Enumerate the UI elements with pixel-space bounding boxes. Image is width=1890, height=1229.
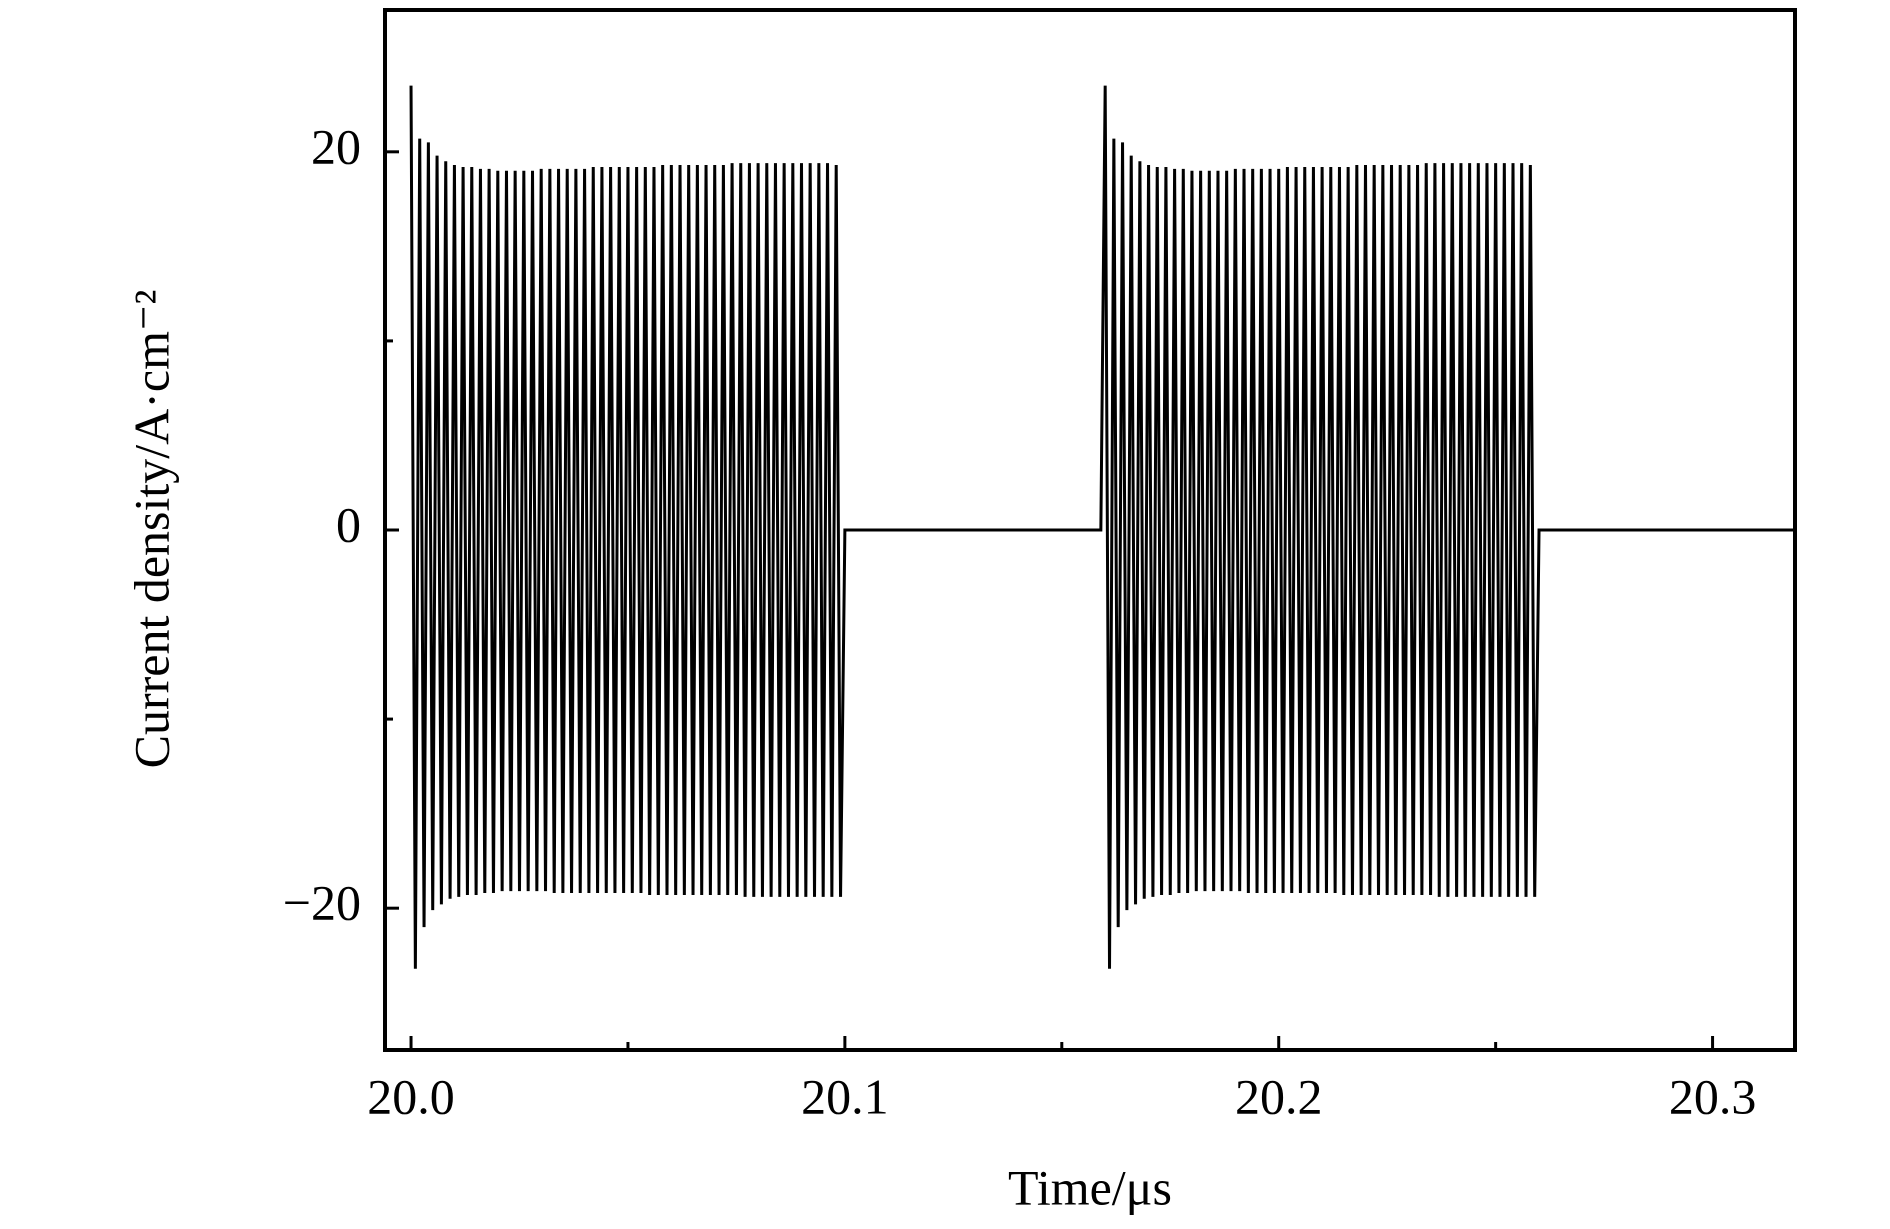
x-tick-label: 20.1 xyxy=(801,1068,889,1124)
y-tick-label: 20 xyxy=(311,118,361,174)
x-tick-label: 20.2 xyxy=(1235,1068,1323,1124)
x-tick-label: 20.0 xyxy=(367,1068,455,1124)
data-line xyxy=(409,85,1795,969)
y-axis-label: Current density/A·cm⁻² xyxy=(123,290,179,769)
x-tick-label: 20.3 xyxy=(1669,1068,1757,1124)
x-axis-label: Time/μs xyxy=(1008,1159,1172,1215)
y-tick-label: 0 xyxy=(336,496,361,552)
y-tick-label: −20 xyxy=(283,875,361,931)
